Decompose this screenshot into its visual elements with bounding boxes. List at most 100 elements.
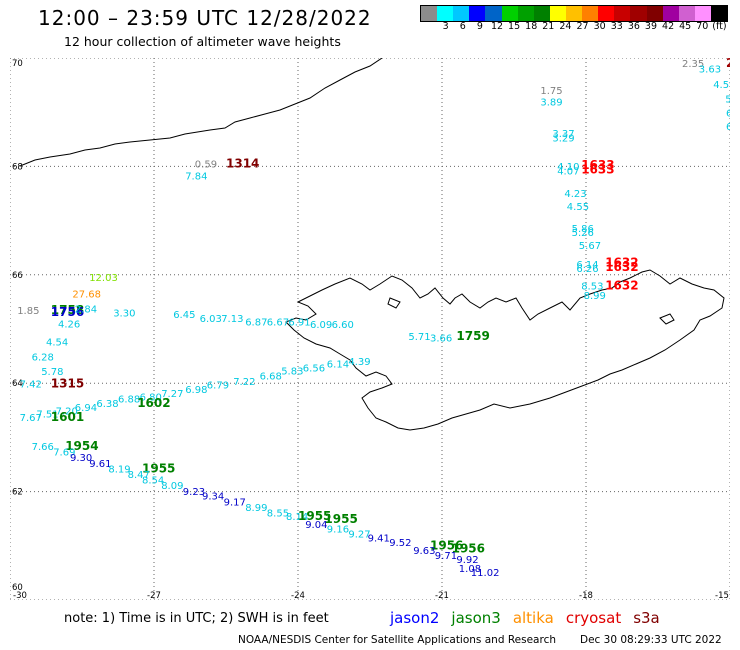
greenland-coast: [19, 58, 383, 167]
satellite-name: jason2: [390, 609, 440, 627]
pass-time-label: 1758: [51, 303, 84, 317]
legend-swatch: [517, 6, 534, 21]
color-scale-labels: 3 6 9 12 15 18 21 24 27 30 33 36 39 42 45 70 (ft): [420, 21, 728, 32]
wave-height-label: 6.38: [96, 399, 118, 410]
y-tick-label: 70: [12, 59, 23, 69]
wave-height-label: 7.67: [20, 413, 42, 424]
island-2: [387, 297, 401, 309]
legend-swatch: [582, 6, 599, 21]
legend-label: 45: [679, 21, 692, 32]
footnote: note: 1) Time is in UTC; 2) SWH is in fe…: [64, 611, 329, 626]
x-tick-label: -27: [147, 591, 161, 600]
color-scale-legend: [420, 5, 728, 22]
pass-time-label: 1633: [581, 158, 614, 172]
wave-height-label: 6.86: [726, 109, 730, 120]
wave-height-label: 9.92: [456, 555, 478, 566]
legend-swatch: [646, 6, 663, 21]
wave-height-label: 6.94: [75, 403, 97, 414]
wave-height-label: 3.37: [552, 129, 574, 140]
wave-height-label: 9.71: [435, 551, 457, 562]
wave-height-label: 6.80: [140, 393, 162, 404]
y-tick-label: 64: [12, 379, 23, 389]
wave-height-label: 6.67: [267, 318, 289, 329]
wave-height-label: 7.20: [56, 407, 78, 418]
wave-height-label: 5.83: [281, 367, 303, 378]
legend-label: 33: [610, 21, 623, 32]
legend-label: 30: [593, 21, 606, 32]
x-tick-label: -30: [13, 591, 27, 600]
y-tick-label: 60: [12, 583, 23, 593]
pass-time-label: 1955: [142, 462, 175, 476]
legend-swatch: [469, 6, 486, 21]
wave-height-label: 6.88: [118, 395, 140, 406]
island-1: [659, 313, 675, 325]
wave-height-label: 5.30: [725, 94, 730, 105]
wave-height-label: 8.99: [245, 503, 267, 514]
wave-height-label: 4.07: [557, 167, 579, 178]
legend-label: 36: [627, 21, 640, 32]
pass-time-label: 1633: [581, 162, 614, 176]
y-tick-label: 66: [12, 271, 23, 281]
wave-height-label: 9.30: [70, 453, 92, 464]
wave-height-label: 7.51: [36, 409, 58, 420]
wave-height-label: 11.02: [471, 568, 500, 579]
satellite-name: jason3: [451, 609, 501, 627]
iceland-coast: [285, 269, 725, 431]
wave-height-label: 5.86: [572, 224, 594, 235]
legend-label: 21: [542, 21, 555, 32]
legend-swatch: [710, 6, 728, 21]
wave-height-label: 7.84: [185, 171, 207, 182]
wave-height-label: 8.54: [142, 475, 164, 486]
pass-time-label: 1759: [456, 329, 489, 343]
wave-height-label: 3.63: [699, 65, 721, 76]
legend-swatch: [614, 6, 631, 21]
wave-height-label: 6.14: [576, 260, 598, 271]
graticule: [10, 58, 730, 600]
wave-height-label: 6.1: [726, 122, 730, 133]
wave-height-label: 9.41: [368, 533, 390, 544]
wave-height-label: 12.03: [89, 273, 118, 284]
wave-height-label: 5.67: [579, 241, 601, 252]
wave-height-label: 3.89: [540, 98, 562, 109]
wave-height-label: 27.68: [72, 290, 101, 301]
legend-swatch: [630, 6, 647, 21]
legend-swatch: [565, 6, 583, 21]
legend-swatch: [533, 6, 550, 21]
pass-time-label: 1956: [452, 541, 485, 555]
wave-height-label: 2.35: [682, 59, 704, 70]
legend-label: 70: [696, 21, 709, 32]
wave-height-label: 7.27: [161, 389, 183, 400]
pass-time-label: 1756: [51, 305, 84, 319]
wave-height-label: 7.42: [20, 380, 42, 391]
pass-time-label: 1954: [65, 439, 98, 453]
legend-label: (ft): [712, 21, 727, 32]
legend-label: 6: [459, 21, 466, 32]
wave-height-label: 2.84: [75, 305, 97, 316]
legend-swatch: [437, 6, 454, 21]
pass-time-label: 1632: [605, 260, 638, 274]
coastline: [19, 58, 725, 431]
wave-height-label: 3.66: [430, 333, 452, 344]
wave-height-label: 8.14: [286, 512, 308, 523]
wave-height-label: 8.99: [584, 291, 606, 302]
wave-height-label: 9.23: [183, 487, 205, 498]
wave-height-label: 5.71: [408, 332, 430, 343]
x-tick-label: -15: [715, 591, 729, 600]
axis-ticks: -30 -27 -24 -21 -18 -15 70 68 66 64 62 60: [12, 59, 729, 600]
wave-height-label: 6.28: [32, 352, 54, 363]
legend-swatch: [421, 6, 438, 21]
wave-height-label: 9.27: [348, 530, 370, 541]
pass-time-label: 1632: [605, 278, 638, 292]
satellite-name: s3a: [633, 609, 660, 627]
legend-label: 15: [508, 21, 521, 32]
satellite-legend: jason2 jason3 altika cryosat s3a: [390, 609, 660, 627]
wave-height-label: 9.34: [202, 492, 224, 503]
wave-height-label: 6.60: [332, 320, 354, 331]
timestamp: Dec 30 08:29:33 UTC 2022: [580, 634, 722, 646]
wave-height-label: 6.91: [288, 318, 310, 329]
legend-swatch: [453, 6, 470, 21]
wave-height-label: 9.04: [305, 520, 327, 531]
wave-height-label: 7.66: [32, 442, 54, 453]
wave-height-label: 6.68: [260, 371, 282, 382]
legend-label: 39: [644, 21, 658, 32]
